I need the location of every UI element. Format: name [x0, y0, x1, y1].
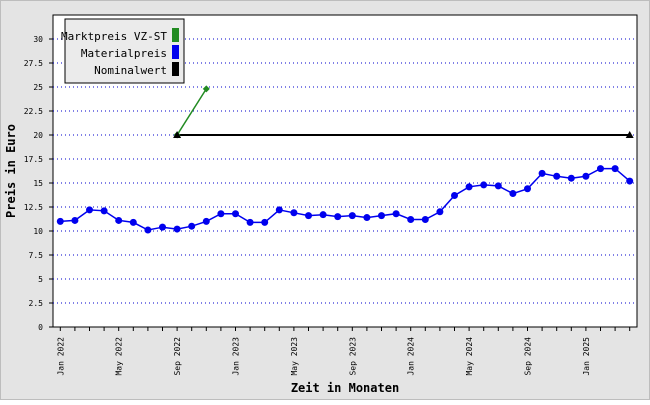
- data-point-materialpreis: [407, 215, 415, 223]
- data-point-materialpreis: [538, 169, 546, 177]
- data-point-materialpreis: [319, 211, 327, 219]
- x-axis-ticks: Jan 2022 May 2022 Sep 2022 Jan 2023 May 2023…: [56, 327, 631, 376]
- x-tick-label: Jan 2024: [407, 337, 416, 376]
- y-tick-label: 20: [33, 131, 43, 140]
- data-point-materialpreis: [480, 181, 488, 189]
- data-point-marktpreis-vz-st: [202, 85, 210, 93]
- data-point-materialpreis: [567, 174, 575, 182]
- legend-label-materialpreis: Materialpreis: [81, 47, 167, 60]
- y-axis-ticks: 0 2.5 5 7.5 10 12.5 15 17.5 20 22.5 25 27.5 30: [24, 35, 53, 332]
- x-tick-label: Sep 2022: [173, 337, 182, 376]
- legend-swatch-nominalwert: [172, 62, 179, 76]
- series-line-marktpreis-vz-st: [176, 88, 207, 136]
- y-tick-label: 22.5: [24, 107, 43, 116]
- x-tick-label: Sep 2024: [524, 337, 533, 376]
- data-point-materialpreis: [129, 218, 137, 226]
- data-point-materialpreis: [465, 183, 473, 191]
- data-point-materialpreis: [348, 212, 356, 220]
- data-point-materialpreis: [378, 212, 385, 220]
- data-point-materialpreis: [421, 215, 429, 223]
- x-tick-label: Jan 2025: [582, 337, 591, 376]
- data-point-materialpreis: [290, 209, 298, 217]
- y-tick-label: 12.5: [24, 203, 43, 212]
- data-point-materialpreis: [597, 165, 604, 173]
- data-point-materialpreis: [334, 213, 342, 221]
- data-point-materialpreis: [275, 206, 283, 214]
- y-tick-label: 2.5: [29, 299, 44, 308]
- data-point-materialpreis: [451, 191, 458, 199]
- x-tick-label: May 2023: [290, 337, 299, 376]
- x-tick-label: Jan 2022: [56, 337, 65, 376]
- y-tick-label: 27.5: [24, 59, 43, 68]
- data-point-materialpreis: [71, 216, 79, 224]
- data-point-materialpreis: [173, 225, 181, 233]
- y-tick-label: 17.5: [24, 155, 43, 164]
- data-point-nominalwert: [173, 131, 182, 138]
- y-tick-label: 15: [33, 179, 43, 188]
- x-axis-title: Zeit in Monaten: [291, 381, 399, 395]
- data-point-materialpreis: [363, 214, 371, 222]
- y-tick-label: 5: [38, 275, 43, 284]
- data-point-materialpreis: [261, 218, 269, 226]
- y-tick-label: 25: [33, 83, 43, 92]
- data-point-materialpreis: [144, 226, 152, 234]
- data-point-materialpreis: [305, 212, 312, 220]
- legend-swatch-marktpreis: [172, 28, 179, 42]
- legend-label-marktpreis: Marktpreis VZ-ST: [61, 30, 167, 43]
- data-point-materialpreis: [611, 165, 619, 173]
- y-tick-label: 7.5: [29, 251, 44, 260]
- data-point-materialpreis: [494, 182, 502, 190]
- series-markers: [56, 85, 634, 234]
- x-tick-label: May 2024: [465, 337, 474, 376]
- data-point-materialpreis: [202, 217, 210, 225]
- data-point-materialpreis: [524, 185, 531, 193]
- data-point-materialpreis: [626, 177, 634, 185]
- data-point-materialpreis: [509, 190, 517, 198]
- x-tick-label: Sep 2023: [348, 337, 357, 376]
- series-line-materialpreis: [60, 167, 631, 231]
- legend-label-nominalwert: Nominalwert: [94, 64, 167, 77]
- data-point-materialpreis: [246, 218, 254, 226]
- data-point-materialpreis: [232, 210, 239, 218]
- data-point-materialpreis: [115, 216, 123, 224]
- data-point-materialpreis: [56, 217, 64, 225]
- x-tick-label: Jan 2023: [232, 337, 241, 376]
- data-point-materialpreis: [86, 206, 93, 214]
- y-axis-title: Preis in Euro: [4, 124, 18, 218]
- data-point-materialpreis: [582, 172, 590, 180]
- y-tick-label: 10: [33, 227, 43, 236]
- legend-box: [64, 18, 185, 84]
- data-point-nominalwert: [625, 131, 634, 138]
- data-point-materialpreis: [188, 222, 196, 230]
- data-point-materialpreis: [100, 207, 108, 215]
- y-tick-label: 30: [33, 35, 43, 44]
- data-point-materialpreis: [436, 208, 444, 216]
- legend: Marktpreis VZ-ST Materialpreis Nominalwe…: [61, 18, 185, 84]
- data-point-materialpreis: [159, 223, 166, 231]
- x-tick-label: May 2022: [115, 337, 124, 376]
- legend-swatch-materialpreis: [172, 45, 179, 59]
- series-lines: [60, 88, 631, 231]
- data-point-materialpreis: [392, 210, 400, 218]
- y-tick-label: 0: [38, 323, 43, 332]
- data-point-materialpreis: [553, 172, 561, 180]
- data-point-materialpreis: [217, 210, 225, 218]
